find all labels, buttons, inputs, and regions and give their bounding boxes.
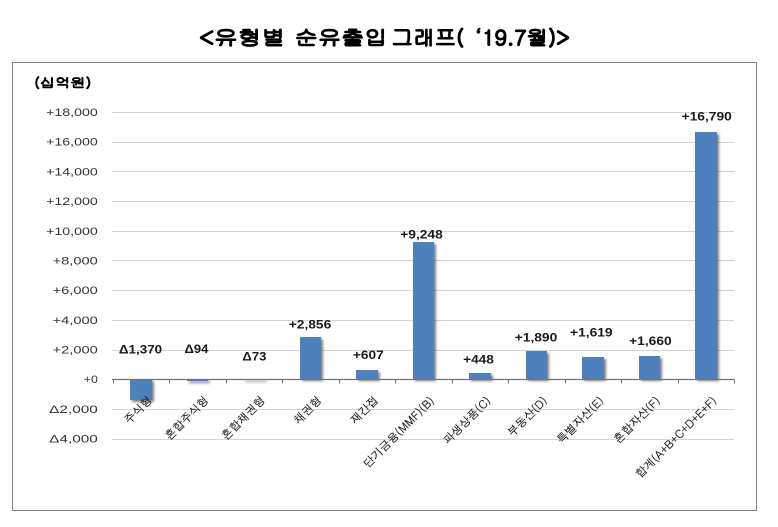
svg-text:+448: +448 — [463, 354, 495, 366]
svg-text:+12,000: +12,000 — [46, 196, 98, 208]
svg-text:+1,890: +1,890 — [515, 333, 558, 345]
svg-text:+607: +607 — [353, 350, 384, 362]
svg-text:+1,660: +1,660 — [629, 336, 672, 348]
svg-text:+16,000: +16,000 — [46, 137, 98, 149]
svg-text:+2,856: +2,856 — [289, 320, 332, 332]
svg-text:+10,000: +10,000 — [46, 226, 98, 238]
svg-text:+14,000: +14,000 — [46, 166, 98, 178]
svg-text:+16,790: +16,790 — [682, 111, 732, 123]
svg-text:Δ4,000: Δ4,000 — [49, 434, 98, 446]
svg-text:+0: +0 — [84, 374, 98, 386]
svg-text:Δ73: Δ73 — [242, 351, 266, 363]
svg-text:+18,000: +18,000 — [46, 107, 98, 119]
svg-text:Δ1,370: Δ1,370 — [119, 344, 162, 356]
svg-text:Δ2,000: Δ2,000 — [49, 404, 98, 416]
svg-text:+9,248: +9,248 — [400, 230, 443, 242]
svg-text:+6,000: +6,000 — [53, 285, 98, 297]
svg-text:+4,000: +4,000 — [53, 315, 98, 327]
svg-text:+8,000: +8,000 — [53, 255, 98, 267]
svg-text:+1,619: +1,619 — [570, 327, 613, 339]
svg-text:+2,000: +2,000 — [53, 345, 98, 357]
svg-text:Δ94: Δ94 — [185, 344, 210, 356]
